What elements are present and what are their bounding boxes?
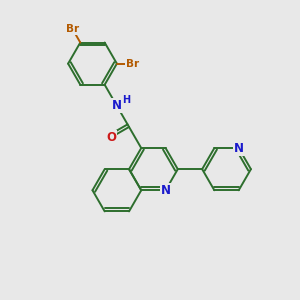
Text: N: N [234, 142, 244, 154]
Text: Br: Br [66, 24, 79, 34]
Text: N: N [160, 184, 171, 197]
Text: Br: Br [126, 58, 139, 69]
Text: H: H [122, 95, 130, 105]
Text: N: N [112, 99, 122, 112]
Text: O: O [106, 131, 116, 144]
